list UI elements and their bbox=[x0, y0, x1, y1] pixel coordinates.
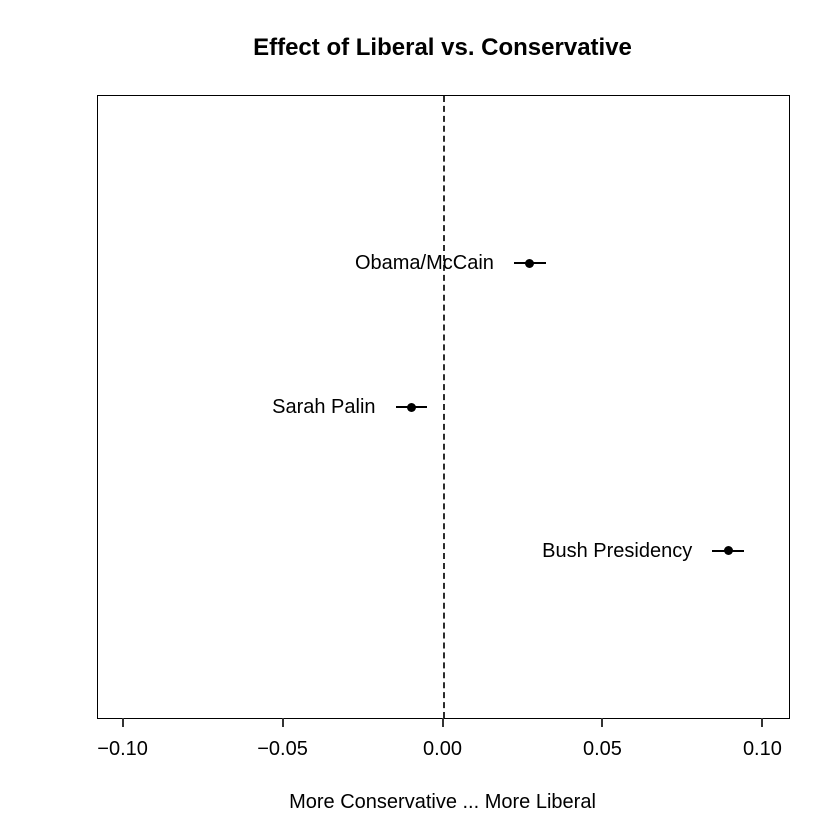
x-tick-label: −0.10 bbox=[97, 738, 148, 760]
x-axis: −0.10 −0.05 0.00 0.05 0.10 bbox=[0, 717, 837, 787]
point-label: Bush Presidency bbox=[542, 539, 693, 562]
plot-area: Obama/McCain Sarah Palin Bush Presidency bbox=[97, 95, 790, 719]
x-tick bbox=[761, 718, 764, 727]
x-tick-label: 0.10 bbox=[742, 738, 782, 760]
zero-reference-line bbox=[442, 96, 445, 718]
x-tick bbox=[121, 718, 124, 727]
chart-title: Effect of Liberal vs. Conservative bbox=[253, 34, 632, 61]
x-tick-label: 0.00 bbox=[423, 738, 462, 760]
data-point bbox=[525, 258, 535, 268]
x-tick-label: −0.05 bbox=[257, 738, 308, 760]
x-tick bbox=[601, 718, 604, 727]
x-tick-label: 0.05 bbox=[582, 738, 622, 760]
data-point bbox=[407, 402, 416, 412]
x-axis-label: More Conservative ... More Liberal bbox=[289, 791, 596, 813]
data-point bbox=[723, 546, 733, 556]
x-tick bbox=[281, 718, 284, 727]
point-label: Sarah Palin bbox=[272, 396, 376, 418]
point-label: Obama/McCain bbox=[354, 252, 494, 275]
x-tick bbox=[441, 718, 444, 727]
